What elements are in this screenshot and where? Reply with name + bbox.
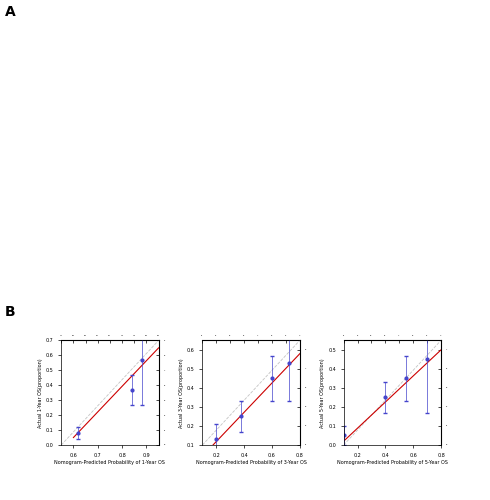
Text: A: A	[5, 5, 16, 19]
Y-axis label: Actual 5-Year OS(proportion): Actual 5-Year OS(proportion)	[320, 358, 325, 428]
X-axis label: Nomogram-Predicted Probability of 1-Year OS: Nomogram-Predicted Probability of 1-Year…	[54, 460, 165, 466]
X-axis label: Nomogram-Predicted Probability of 3-Year OS: Nomogram-Predicted Probability of 3-Year…	[196, 460, 307, 466]
X-axis label: Nomogram-Predicted Probability of 5-Year OS: Nomogram-Predicted Probability of 5-Year…	[337, 460, 448, 466]
Y-axis label: Actual 3-Year OS(proportion): Actual 3-Year OS(proportion)	[179, 358, 184, 428]
Text: B: B	[5, 305, 16, 319]
Y-axis label: Actual 1-Year OS(proportion): Actual 1-Year OS(proportion)	[38, 358, 43, 428]
